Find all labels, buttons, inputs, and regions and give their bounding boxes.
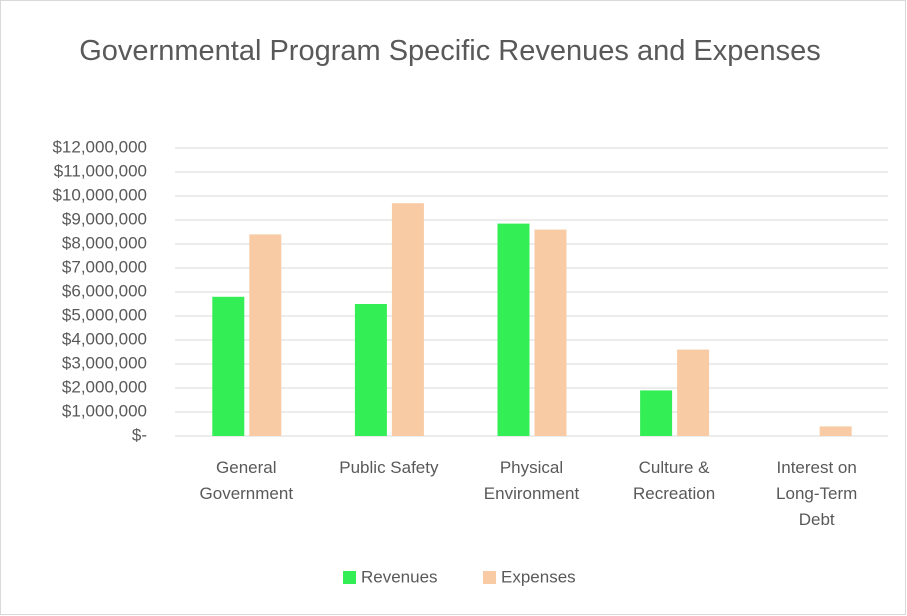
bar xyxy=(391,203,424,436)
bar xyxy=(534,229,567,436)
x-tick-label: Interest on Long-Term Debt xyxy=(776,458,858,529)
legend-swatch xyxy=(483,571,496,584)
y-tick-label: $9,000,000 xyxy=(62,209,147,228)
legend-swatch xyxy=(343,571,356,584)
bar xyxy=(640,390,673,436)
legend-label: Expenses xyxy=(501,567,576,586)
x-tick-label: General Government xyxy=(199,458,294,503)
y-tick-label: $10,000,000 xyxy=(52,185,147,204)
bar xyxy=(249,234,282,436)
x-tick-label: Physical Environment xyxy=(483,458,580,503)
y-tick-label: $4,000,000 xyxy=(62,329,147,348)
y-tick-label: $2,000,000 xyxy=(62,377,147,396)
y-tick-label: $11,000,000 xyxy=(54,161,147,180)
y-tick-label: $- xyxy=(132,425,147,444)
y-tick-label: $12,000,000 xyxy=(52,137,147,156)
bar xyxy=(497,223,530,436)
x-tick-label: Public Safety xyxy=(339,458,439,477)
legend-label: Revenues xyxy=(361,567,438,586)
y-tick-label: $6,000,000 xyxy=(62,281,147,300)
bar xyxy=(354,304,387,436)
y-tick-label: $8,000,000 xyxy=(62,233,147,252)
bar xyxy=(212,296,245,436)
y-tick-label: $5,000,000 xyxy=(62,305,147,324)
chart-title: Governmental Program Specific Revenues a… xyxy=(79,35,821,67)
y-tick-label: $1,000,000 xyxy=(62,401,147,420)
y-tick-label: $7,000,000 xyxy=(62,257,147,276)
y-tick-label: $3,000,000 xyxy=(62,353,147,372)
x-tick-label: Culture & Recreation xyxy=(632,458,716,503)
bar xyxy=(819,426,852,436)
bar xyxy=(677,349,710,436)
